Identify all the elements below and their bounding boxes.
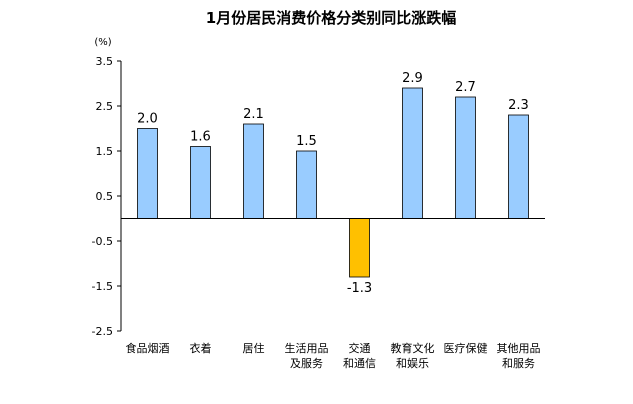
bar bbox=[137, 128, 158, 219]
bar bbox=[402, 87, 423, 219]
category-label: 教育文化 bbox=[391, 341, 435, 355]
plot-area: 3.5 2.5 1.5 0.5 -0.5 -1.5 -2.5 2.0 1.6 2.1 1.5 -1.… bbox=[92, 55, 545, 370]
category-label: 和服务 bbox=[502, 357, 535, 370]
unit-label: (%) bbox=[94, 37, 111, 48]
data-label: 1.6 bbox=[190, 130, 211, 145]
data-labels: 2.0 1.6 2.1 1.5 -1.3 2.9 2.7 2.3 bbox=[137, 71, 529, 296]
chart-title: 1月份居民消费价格分类别同比涨跌幅 bbox=[206, 9, 456, 27]
y-tick-label: 3.5 bbox=[96, 55, 114, 68]
category-label: 其他用品 bbox=[497, 342, 541, 355]
category-label: 居住 bbox=[243, 341, 265, 355]
y-tick-label: 1.5 bbox=[96, 145, 114, 158]
category-label: 食品烟酒 bbox=[126, 341, 170, 355]
data-label: 2.7 bbox=[455, 80, 476, 95]
data-label: 2.0 bbox=[137, 112, 158, 127]
category-label: 及服务 bbox=[290, 357, 323, 370]
y-tick-label: -2.5 bbox=[92, 325, 113, 338]
data-label: -1.3 bbox=[347, 281, 372, 296]
bar bbox=[455, 96, 476, 219]
category-label: 衣着 bbox=[190, 341, 212, 355]
data-label: 2.1 bbox=[243, 107, 264, 122]
bar bbox=[296, 150, 317, 219]
bar bbox=[349, 218, 370, 278]
category-label: 医疗保健 bbox=[444, 341, 488, 355]
y-tick-label: 2.5 bbox=[96, 100, 114, 113]
bars bbox=[137, 87, 529, 278]
y-tick-label: 0.5 bbox=[96, 190, 114, 203]
category-label: 和通信 bbox=[343, 357, 376, 370]
bar bbox=[508, 114, 529, 219]
bar bbox=[243, 123, 264, 219]
category-label: 生活用品 bbox=[285, 341, 329, 355]
y-tick-label: -0.5 bbox=[92, 235, 113, 248]
bar bbox=[190, 146, 211, 219]
category-label: 和娱乐 bbox=[396, 356, 429, 370]
data-label: 2.9 bbox=[402, 71, 423, 86]
category-label: 交通 bbox=[349, 341, 371, 355]
data-label: 1.5 bbox=[296, 134, 317, 149]
y-ticks: 3.5 2.5 1.5 0.5 -0.5 -1.5 -2.5 bbox=[92, 55, 121, 338]
data-label: 2.3 bbox=[508, 98, 529, 113]
y-tick-label: -1.5 bbox=[92, 280, 113, 293]
